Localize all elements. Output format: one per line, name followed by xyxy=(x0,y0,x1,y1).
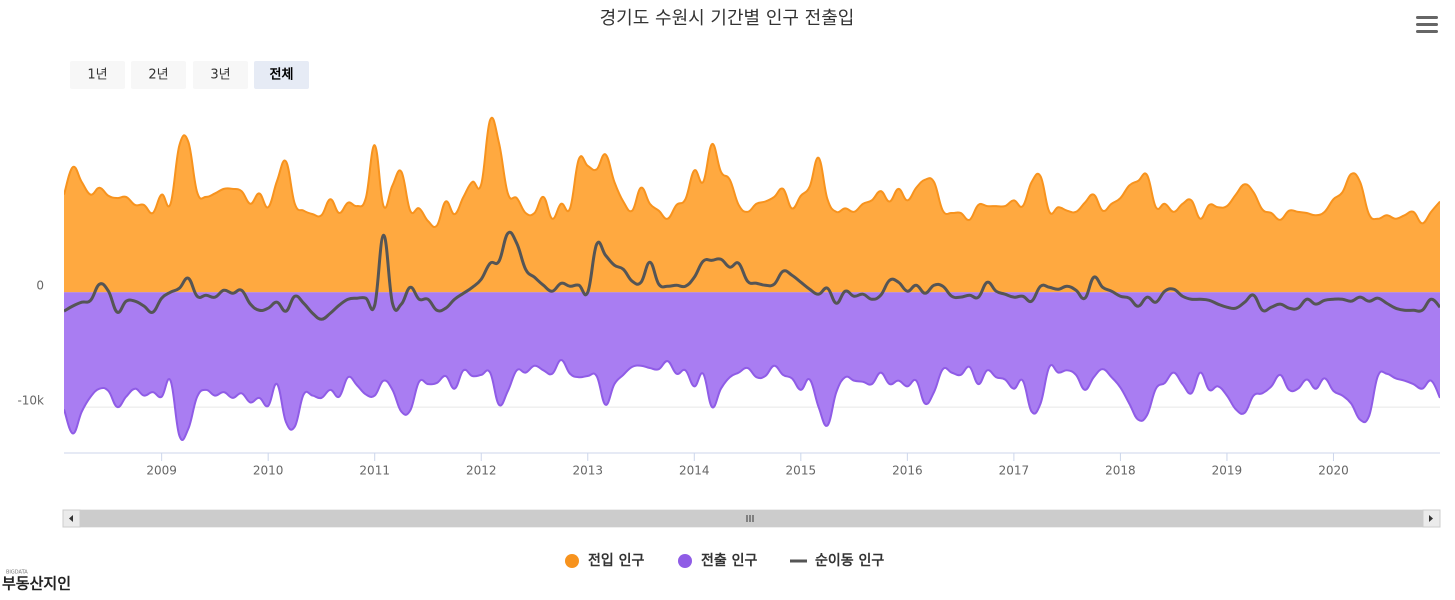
area xyxy=(64,292,1440,441)
legend-item[interactable]: 전입 인구 xyxy=(565,552,645,569)
range-button-label[interactable]: 전체 xyxy=(270,67,294,83)
range-button-label[interactable]: 3년 xyxy=(210,68,230,83)
range-button-bg xyxy=(131,61,186,89)
x-tick-label: 2009 xyxy=(146,464,177,478)
range-button-bg xyxy=(193,61,248,89)
legend-label[interactable]: 전입 인구 xyxy=(588,552,645,569)
arrow-right xyxy=(1429,515,1433,522)
range-button-bg xyxy=(254,61,309,89)
logo-small: BIGDATA xyxy=(6,570,28,576)
x-tick-label: 2013 xyxy=(572,464,603,478)
scrollbar[interactable] xyxy=(62,509,1441,528)
y-tick-label: -10k xyxy=(17,394,44,408)
x-tick-label: 2015 xyxy=(786,464,817,478)
axes: -10k 0 2009 2010 2011 2012 2013 2014 2015 2016 201… xyxy=(17,279,1440,478)
line xyxy=(64,230,1440,321)
range-button[interactable]: 3년 xyxy=(193,61,248,89)
range-button[interactable]: 2년 xyxy=(131,61,186,89)
x-tick-label: 2018 xyxy=(1105,464,1136,478)
plot-area xyxy=(64,116,1440,441)
range-button[interactable]: 전체 xyxy=(254,61,309,89)
area xyxy=(64,117,1440,293)
logo-text: 부동산지인 xyxy=(2,575,71,593)
menu-button[interactable] xyxy=(1416,16,1438,33)
range-button-label[interactable]: 1년 xyxy=(87,68,107,83)
x-tick-label: 2017 xyxy=(999,464,1030,478)
legend-symbol xyxy=(565,554,579,568)
area-line xyxy=(64,116,1440,229)
menu-bar xyxy=(1416,23,1438,26)
legend-item[interactable]: 순이동 인구 xyxy=(790,552,884,569)
scrollbar-grip xyxy=(746,515,754,522)
x-tick-label: 2014 xyxy=(679,464,710,478)
legend: 전입 인구 전출 인구 순이동 인구 xyxy=(565,552,884,569)
scrollbar-thumb[interactable] xyxy=(80,510,1423,527)
logo: BIGDATA 부동산지인 xyxy=(2,570,71,593)
range-button-bg xyxy=(70,61,125,89)
y-tick-label: 0 xyxy=(36,279,44,293)
arrow-left xyxy=(69,515,73,522)
x-tick-label: 2011 xyxy=(359,464,390,478)
menu-bar xyxy=(1416,30,1438,33)
x-tick-label: 2019 xyxy=(1212,464,1243,478)
legend-symbol xyxy=(678,554,692,568)
legend-item[interactable]: 전출 인구 xyxy=(678,552,758,569)
range-button[interactable]: 1년 xyxy=(70,61,125,89)
x-tick-label: 2020 xyxy=(1318,464,1349,478)
legend-label[interactable]: 전출 인구 xyxy=(701,552,758,569)
legend-label[interactable]: 순이동 인구 xyxy=(815,552,884,569)
x-tick-label: 2012 xyxy=(466,464,497,478)
range-button-label[interactable]: 2년 xyxy=(148,68,168,83)
x-tick-label: 2016 xyxy=(892,464,923,478)
menu-bar xyxy=(1416,16,1438,19)
range-selector: 1년 2년 3년 전체 xyxy=(70,61,309,89)
area-line xyxy=(64,358,1440,441)
chart-title: 경기도 수원시 기간별 인구 전출입 xyxy=(600,8,855,29)
x-tick-label: 2010 xyxy=(253,464,284,478)
